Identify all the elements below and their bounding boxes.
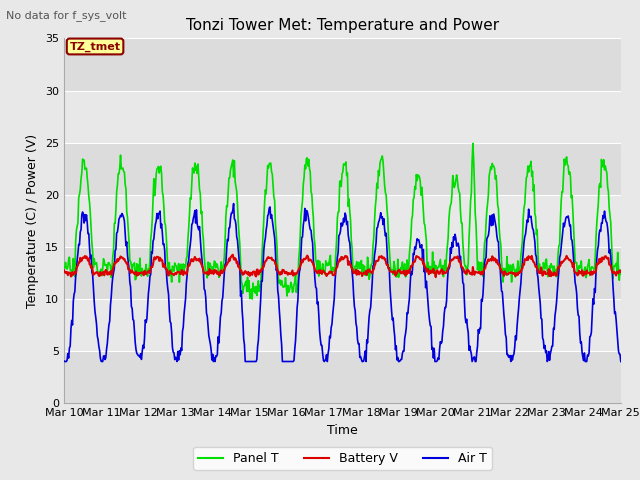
Bar (64, 91, 621, 143)
Panel T (411, 183, 419, 189)
Panel T (184, 236, 192, 242)
Air T (71, 288, 79, 294)
Battery V (229, 252, 237, 258)
Battery V (617, 269, 625, 275)
Bar (64, 299, 621, 351)
Title: Tonzi Tower Met: Temperature and Power: Tonzi Tower Met: Temperature and Power (186, 18, 499, 33)
Bar (64, 143, 621, 195)
Bar (64, 351, 621, 403)
Battery V (411, 259, 419, 264)
Battery V (127, 269, 135, 275)
Panel T (60, 264, 68, 270)
Panel T (214, 262, 221, 268)
Air T (60, 358, 68, 364)
Air T (230, 201, 237, 206)
Bar (64, 195, 621, 247)
Air T (412, 246, 419, 252)
Panel T (248, 296, 256, 302)
Battery V (432, 274, 440, 280)
Panel T (617, 271, 625, 276)
Air T (128, 305, 136, 311)
Air T (185, 258, 193, 264)
Battery V (70, 271, 78, 276)
Panel T (469, 141, 477, 146)
Battery V (184, 264, 192, 270)
Air T (617, 359, 625, 364)
Air T (61, 359, 68, 364)
X-axis label: Time: Time (327, 424, 358, 437)
Line: Battery V: Battery V (64, 255, 621, 277)
Bar (64, 38, 621, 91)
Text: No data for f_sys_volt: No data for f_sys_volt (6, 10, 127, 21)
Panel T (70, 266, 78, 272)
Legend: Panel T, Battery V, Air T: Panel T, Battery V, Air T (193, 447, 492, 470)
Y-axis label: Temperature (C) / Power (V): Temperature (C) / Power (V) (26, 134, 40, 308)
Bar (64, 247, 621, 299)
Line: Air T: Air T (64, 204, 621, 361)
Battery V (428, 270, 435, 276)
Text: TZ_tmet: TZ_tmet (70, 41, 120, 52)
Air T (214, 334, 222, 340)
Air T (428, 347, 436, 352)
Battery V (60, 267, 68, 273)
Panel T (127, 263, 135, 269)
Line: Panel T: Panel T (64, 144, 621, 299)
Panel T (428, 268, 435, 274)
Battery V (214, 271, 221, 277)
